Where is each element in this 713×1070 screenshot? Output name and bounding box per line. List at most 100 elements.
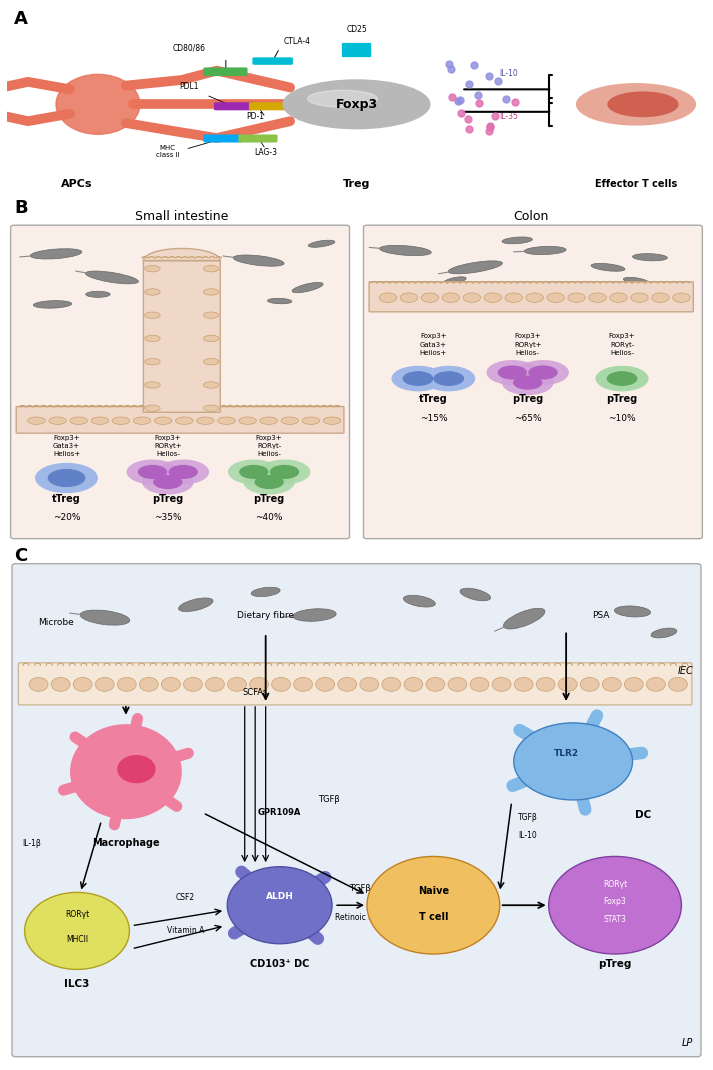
Text: ~20%: ~20% — [53, 514, 81, 522]
Circle shape — [403, 371, 434, 386]
Text: tTreg: tTreg — [52, 493, 81, 504]
Text: Helios-: Helios- — [257, 452, 281, 457]
Ellipse shape — [448, 677, 467, 691]
Ellipse shape — [404, 677, 423, 691]
Text: Gata3+: Gata3+ — [420, 341, 447, 348]
Ellipse shape — [51, 677, 70, 691]
FancyBboxPatch shape — [11, 225, 349, 538]
Text: IEC: IEC — [677, 667, 693, 676]
Ellipse shape — [492, 677, 511, 691]
Ellipse shape — [203, 265, 219, 272]
Text: IL-35: IL-35 — [500, 112, 518, 121]
Text: SCFAs: SCFAs — [242, 688, 268, 697]
Circle shape — [595, 366, 649, 392]
Ellipse shape — [155, 417, 172, 425]
Ellipse shape — [91, 417, 108, 425]
Circle shape — [528, 366, 558, 380]
Text: RORγt: RORγt — [603, 881, 627, 889]
Text: ~15%: ~15% — [419, 414, 447, 423]
Text: RORγt-: RORγt- — [610, 341, 634, 348]
Circle shape — [367, 856, 500, 954]
Text: Small intestine: Small intestine — [135, 210, 228, 224]
Ellipse shape — [145, 265, 160, 272]
Text: TGFβ: TGFβ — [318, 795, 339, 805]
Text: IL-10: IL-10 — [500, 70, 518, 78]
Text: CD80/86: CD80/86 — [173, 43, 205, 52]
Text: pTreg: pTreg — [598, 959, 632, 968]
Ellipse shape — [672, 293, 690, 303]
FancyBboxPatch shape — [238, 135, 277, 142]
Ellipse shape — [251, 587, 280, 597]
Ellipse shape — [233, 255, 284, 266]
Text: Foxp3: Foxp3 — [335, 97, 378, 111]
Circle shape — [228, 459, 279, 485]
Ellipse shape — [558, 677, 577, 691]
Ellipse shape — [404, 595, 436, 607]
Ellipse shape — [505, 293, 523, 303]
Ellipse shape — [669, 677, 687, 691]
Text: Foxp3+: Foxp3+ — [155, 434, 181, 441]
Text: ~10%: ~10% — [608, 414, 636, 423]
Text: RORγt: RORγt — [65, 910, 89, 918]
Ellipse shape — [503, 608, 545, 629]
Ellipse shape — [524, 246, 566, 255]
Ellipse shape — [283, 80, 430, 128]
Ellipse shape — [145, 335, 160, 341]
Ellipse shape — [28, 417, 45, 425]
Ellipse shape — [272, 677, 290, 691]
Ellipse shape — [536, 677, 555, 691]
Text: RORγt+: RORγt+ — [514, 341, 541, 348]
Text: Gata3+: Gata3+ — [53, 443, 80, 449]
Text: Foxp3+: Foxp3+ — [514, 334, 541, 339]
Text: Helios-: Helios- — [610, 350, 634, 356]
Ellipse shape — [203, 358, 219, 365]
Circle shape — [607, 371, 637, 386]
Text: LP: LP — [682, 1039, 693, 1049]
Text: B: B — [14, 199, 28, 217]
Ellipse shape — [118, 677, 136, 691]
Text: PDL1: PDL1 — [179, 82, 198, 91]
Ellipse shape — [250, 677, 269, 691]
Ellipse shape — [293, 609, 336, 622]
FancyBboxPatch shape — [203, 67, 247, 76]
FancyBboxPatch shape — [214, 103, 253, 110]
Ellipse shape — [591, 263, 625, 272]
FancyBboxPatch shape — [203, 135, 242, 142]
Ellipse shape — [615, 606, 650, 617]
Ellipse shape — [338, 677, 356, 691]
Ellipse shape — [260, 417, 277, 425]
Text: ~65%: ~65% — [514, 414, 541, 423]
Text: Macrophage: Macrophage — [92, 838, 160, 849]
Circle shape — [513, 376, 543, 389]
Circle shape — [142, 470, 194, 494]
Ellipse shape — [470, 677, 489, 691]
Ellipse shape — [30, 248, 82, 259]
Ellipse shape — [316, 677, 334, 691]
Ellipse shape — [502, 236, 533, 244]
Text: Colon: Colon — [513, 210, 549, 224]
Ellipse shape — [281, 417, 299, 425]
Text: Helios-: Helios- — [156, 452, 180, 457]
Text: Foxp3+: Foxp3+ — [256, 434, 282, 441]
Ellipse shape — [203, 406, 219, 412]
Ellipse shape — [302, 417, 319, 425]
Ellipse shape — [56, 75, 140, 135]
Ellipse shape — [460, 588, 491, 600]
Ellipse shape — [463, 293, 481, 303]
Circle shape — [239, 464, 269, 479]
Text: GPR109A: GPR109A — [258, 808, 302, 817]
Ellipse shape — [86, 271, 138, 284]
Ellipse shape — [145, 382, 160, 388]
Ellipse shape — [526, 293, 543, 303]
Ellipse shape — [161, 677, 180, 691]
Ellipse shape — [580, 677, 599, 691]
Ellipse shape — [379, 245, 431, 256]
Text: IL-1β: IL-1β — [23, 839, 41, 849]
Ellipse shape — [133, 417, 150, 425]
FancyBboxPatch shape — [12, 564, 701, 1057]
Text: APCs: APCs — [61, 179, 93, 188]
Ellipse shape — [183, 677, 202, 691]
Ellipse shape — [448, 261, 503, 274]
Ellipse shape — [568, 293, 585, 303]
Text: TGFβ: TGFβ — [349, 884, 371, 892]
